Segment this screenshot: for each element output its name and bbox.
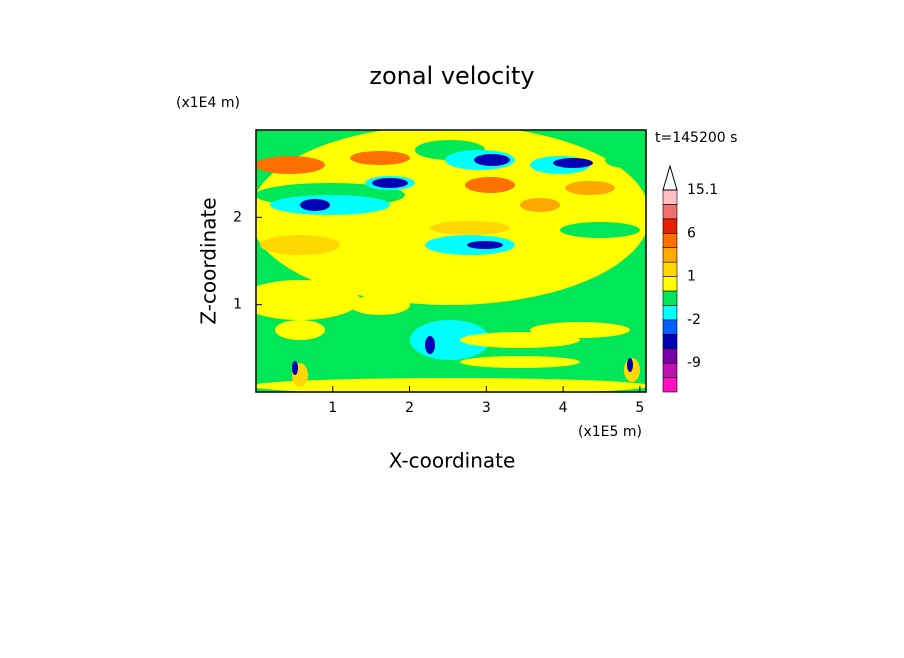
contour-region — [350, 295, 410, 315]
colorbar-segment — [662, 276, 678, 292]
colorbar-extension — [662, 164, 678, 191]
colorbar-segment — [662, 305, 678, 321]
x-tick-label: 1 — [328, 400, 337, 416]
x-unit-label: (x1E5 m) — [578, 424, 642, 440]
colorbar-segment — [662, 333, 678, 350]
x-tick-label: 5 — [635, 400, 644, 416]
x-tick-label: 4 — [559, 400, 568, 416]
colorbar-segment — [662, 232, 678, 249]
contour-region — [350, 151, 410, 165]
contour-region — [300, 199, 330, 211]
contour-region — [460, 356, 580, 368]
contour-region — [467, 241, 503, 249]
colorbar-segment — [662, 218, 678, 234]
contour-region — [605, 152, 645, 168]
contour-field — [256, 130, 646, 392]
colorbar-segment — [662, 204, 678, 220]
colorbar-segment — [662, 189, 678, 205]
contour-region — [425, 336, 435, 354]
contour-region — [553, 158, 593, 168]
colorbar-tick-label: 15.1 — [687, 182, 718, 198]
x-tick-label: 3 — [482, 400, 491, 416]
colorbar-segment — [662, 348, 678, 364]
annotation: t=145200 s — [655, 130, 737, 146]
y-unit-label: (x1E4 m) — [176, 95, 240, 111]
y-axis-label: Z-coordinate — [197, 197, 221, 324]
plot-frame — [255, 129, 647, 393]
contour-region — [474, 154, 510, 166]
contour-region — [275, 320, 325, 340]
chart-title: zonal velocity — [369, 62, 534, 90]
contour-region — [465, 177, 515, 193]
contour-region — [292, 361, 298, 375]
y-tick-label: 1 — [233, 297, 242, 313]
colorbar-segment — [662, 290, 678, 306]
colorbar-segment — [662, 377, 678, 393]
colorbar-tick-label: -2 — [687, 312, 701, 328]
contour-region — [256, 378, 646, 392]
contour-region — [520, 198, 560, 212]
y-tick-label: 2 — [233, 209, 242, 225]
contour-region — [565, 181, 615, 195]
colorbar-segment — [662, 362, 678, 378]
contour-region — [372, 178, 408, 188]
contour-region — [256, 130, 646, 305]
colorbar-segment — [662, 261, 678, 277]
contour-region — [430, 221, 510, 235]
x-tick-label: 2 — [405, 400, 414, 416]
contour-region — [560, 222, 640, 238]
contour-region — [256, 156, 325, 174]
contour-region — [256, 280, 360, 320]
colorbar-segment — [662, 247, 678, 263]
contour-region — [627, 358, 633, 372]
colorbar-segment — [662, 319, 678, 335]
contour-region — [530, 322, 630, 338]
colorbar-tick-label: -9 — [687, 355, 701, 371]
colorbar-tick-label: 1 — [687, 269, 696, 285]
contour-region — [260, 235, 340, 255]
x-axis-label: X-coordinate — [389, 449, 516, 473]
colorbar-tick-label: 6 — [687, 225, 696, 241]
